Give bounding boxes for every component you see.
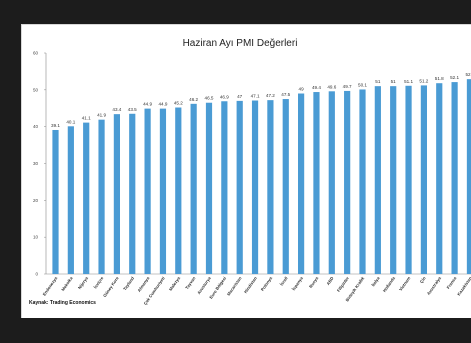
bar-value-label: 46.5 — [205, 96, 214, 101]
bar — [205, 102, 213, 274]
bar-value-label: 43.5 — [128, 107, 137, 112]
bar — [113, 114, 120, 274]
bar-group — [52, 79, 471, 275]
category-label: Hollanda — [382, 275, 397, 293]
bar-value-label: 49.4 — [312, 85, 321, 90]
category-label: İsviçre — [93, 275, 105, 289]
bar — [52, 129, 59, 274]
y-tick-label: 10 — [33, 235, 39, 240]
category-label: Tayvan — [184, 275, 196, 290]
bar — [190, 103, 197, 274]
category-label: ABD — [325, 276, 334, 286]
category-label: Meksika — [60, 275, 74, 292]
bar-value-label: 46.9 — [220, 94, 229, 99]
y-tick-label: 30 — [33, 161, 39, 166]
bar — [436, 83, 443, 274]
source-note: Kaynak: Trading Economics — [29, 300, 96, 306]
bar-value-label: 46.2 — [189, 97, 198, 102]
bar — [221, 101, 228, 274]
y-tick-group: 0 10 20 30 40 50 60 — [33, 51, 46, 277]
bar — [405, 85, 412, 274]
bar-value-label: 47 — [237, 94, 243, 99]
bar-value-label: 47.1 — [251, 94, 260, 99]
bar — [328, 91, 335, 274]
category-label: Nijerya — [77, 275, 89, 290]
y-tick-label: 50 — [33, 87, 39, 92]
bar-value-label: 52.1 — [450, 75, 459, 80]
category-label: Malezya — [168, 275, 182, 292]
category-label: Vietnam — [398, 275, 412, 291]
category-label: Macaristan — [226, 275, 243, 296]
category-label: Avustralya — [426, 275, 443, 296]
category-label: Güney Kore — [102, 275, 120, 298]
bar-value-label: 44.9 — [143, 102, 152, 107]
category-label: Hindistan — [243, 275, 258, 294]
bar — [144, 108, 151, 274]
bar — [282, 99, 289, 275]
category-label: İspanya — [291, 275, 304, 291]
bar-value-label: 41.1 — [82, 116, 91, 121]
category-label: Avusturya — [196, 275, 212, 295]
bar-value-label: 41.9 — [97, 113, 106, 118]
bar — [420, 85, 427, 274]
category-label: İtalya — [370, 275, 381, 287]
category-label: Fransa — [445, 275, 457, 290]
y-tick-label: 60 — [33, 51, 39, 56]
bar-value-label: 43.4 — [112, 107, 121, 112]
category-label: Çin — [419, 275, 427, 284]
bar-value-label: 47.2 — [266, 93, 275, 98]
bar-value-label: 51.1 — [404, 79, 413, 84]
bar-value-label: 39.1 — [51, 123, 60, 128]
y-tick-label: 40 — [33, 124, 39, 129]
bar-value-label: 51 — [375, 79, 381, 84]
bar-value-label: 50.1 — [358, 82, 367, 87]
bar — [175, 107, 182, 274]
bar-value-label: 44.9 — [158, 102, 167, 107]
bar — [267, 100, 274, 274]
bar — [344, 90, 351, 275]
bar-chart: Haziran Ayı PMI Değerleri 0102030405060 … — [29, 38, 471, 306]
category-label: Polonya — [260, 275, 274, 292]
bar-value-label: 40.1 — [66, 119, 75, 124]
bar-value-label: 47.5 — [281, 92, 290, 97]
bar — [159, 108, 167, 274]
chart-panel: Haziran Ayı PMI Değerleri 0 10 20 30 40 50 60 … — [21, 24, 471, 318]
bar — [129, 113, 136, 275]
category-label: Rusya — [308, 275, 320, 289]
bar — [67, 126, 74, 274]
bar — [451, 82, 458, 274]
y-tick-label: 20 — [33, 198, 39, 203]
bar — [313, 92, 320, 274]
bar — [236, 100, 243, 274]
y-tick-label: 0 — [35, 272, 38, 277]
bar — [98, 119, 105, 274]
bar — [83, 122, 90, 275]
bar-value-label: 45.2 — [174, 101, 183, 106]
bar-value-label: 49.6 — [327, 84, 336, 89]
bar — [359, 89, 366, 274]
category-label: Almanya — [136, 275, 150, 293]
bar-value-label: 51.2 — [419, 78, 428, 83]
category-label: İsrail — [279, 276, 289, 287]
bar — [466, 79, 471, 274]
category-label: Kazakistan — [456, 275, 471, 296]
category-label: Tayland — [122, 275, 135, 291]
value-label-group: 39.1 40.1 41.1 41.9 43.4 43.5 44.9 44.9 45.2 46.2… — [51, 72, 471, 128]
bar-value-label: 51 — [391, 79, 397, 84]
chart-title: Haziran Ayı PMI Değerleri — [183, 38, 298, 49]
bar-value-label: 52.9 — [465, 72, 471, 77]
bar-value-label: 51.8 — [435, 76, 444, 81]
bar — [390, 86, 397, 275]
category-label: Filipinler — [336, 275, 350, 292]
bar-value-label: 49.7 — [343, 84, 352, 89]
bar — [374, 86, 381, 275]
category-label: Endonezya — [42, 275, 59, 297]
bar — [251, 100, 259, 274]
bar-value-label: 49 — [299, 87, 305, 92]
bar — [298, 93, 305, 275]
